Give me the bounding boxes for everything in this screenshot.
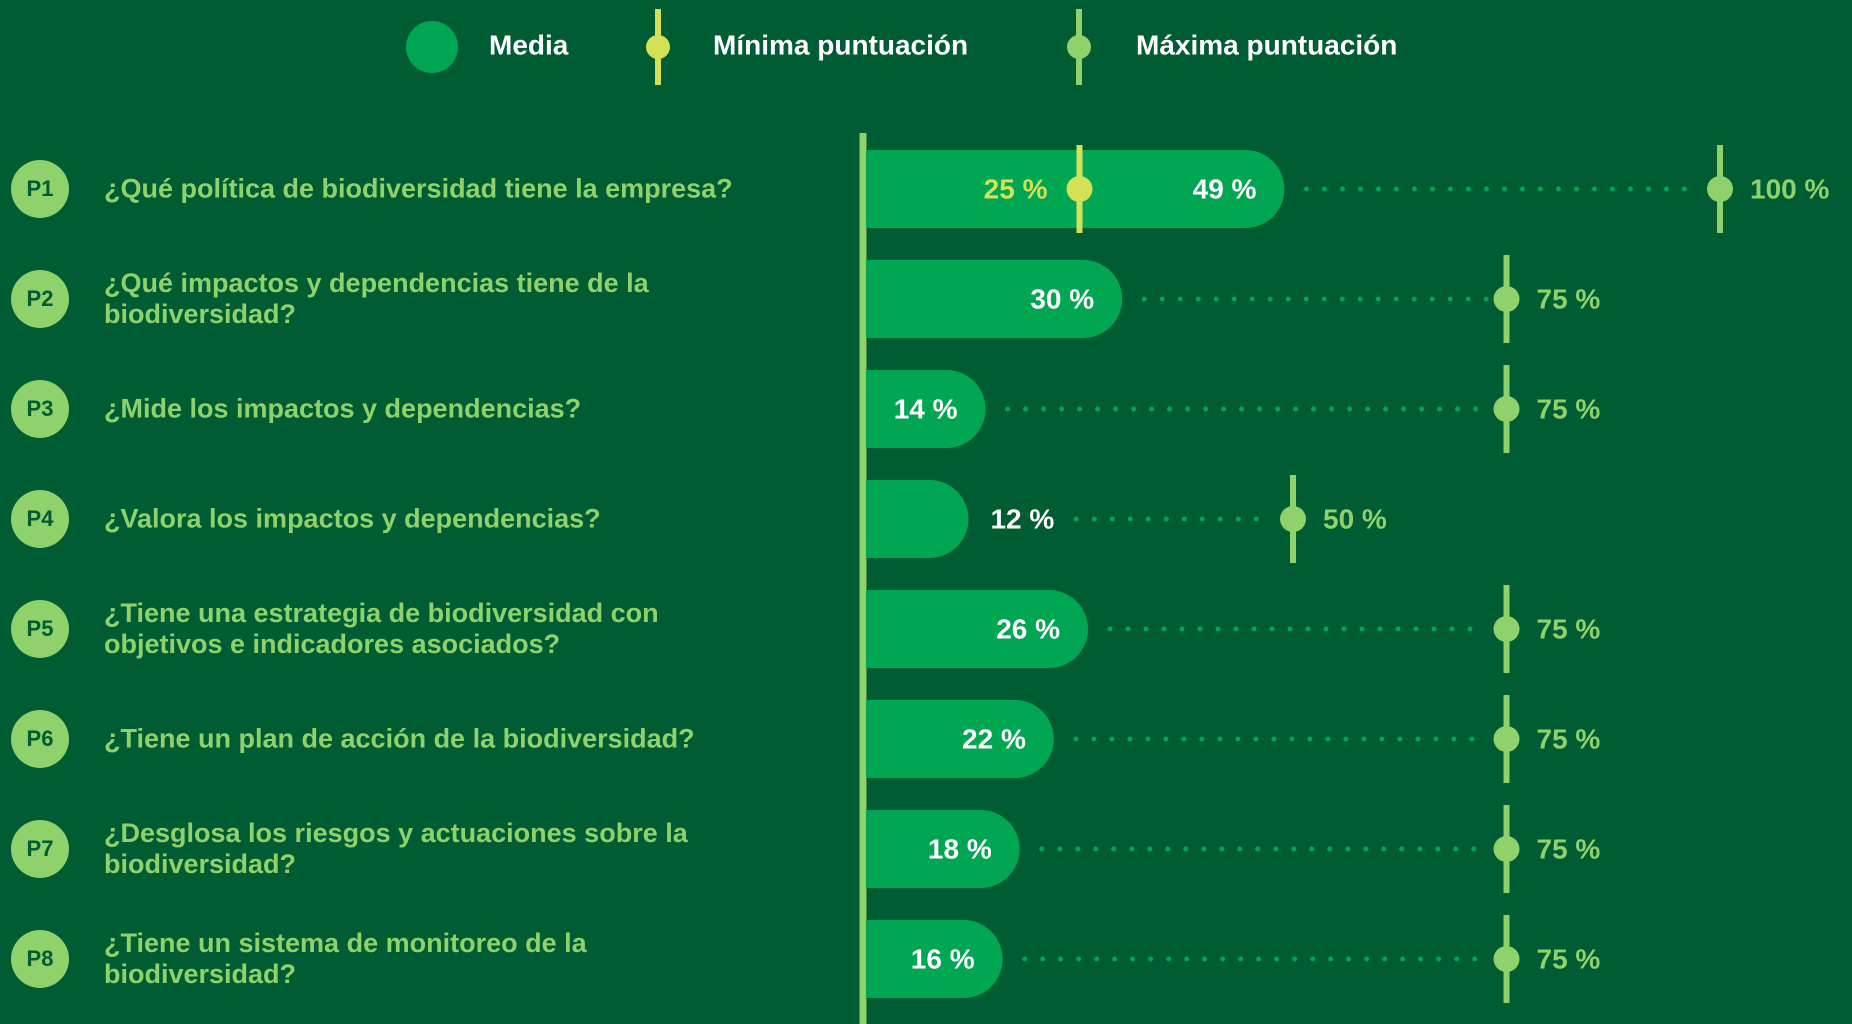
max-marker xyxy=(1493,726,1520,752)
row-badge xyxy=(11,820,69,878)
max-marker xyxy=(1493,286,1520,312)
max-marker xyxy=(1493,396,1520,422)
value-label: 16 % xyxy=(911,943,975,974)
max-label: 75 % xyxy=(1537,613,1601,644)
question: ¿Mide los impactos y dependencias? xyxy=(104,393,582,424)
bar xyxy=(866,260,1123,338)
legend-label: Mínima puntuación xyxy=(713,29,968,60)
value-label: 30 % xyxy=(1030,283,1094,314)
row-code: P6 xyxy=(27,726,54,751)
legend-label: Media xyxy=(489,29,569,60)
value-label: 14 % xyxy=(894,393,958,424)
row-code: P3 xyxy=(27,396,54,421)
value-label: 49 % xyxy=(1193,173,1257,204)
question: ¿Valora los impactos y dependencias? xyxy=(104,503,601,534)
question: ¿Tiene una estrategia de biodiversidad c… xyxy=(104,598,659,659)
row-code: P5 xyxy=(27,616,54,641)
question: ¿Tiene un plan de acción de la biodivers… xyxy=(104,723,695,754)
legend-swatch xyxy=(406,21,458,73)
value-label: 12 % xyxy=(990,503,1054,534)
max-label: 75 % xyxy=(1537,943,1601,974)
row-badge xyxy=(11,490,69,548)
min-label: 25 % xyxy=(984,173,1048,204)
max-marker xyxy=(1707,176,1733,202)
question: ¿Qué impactos y dependencias tiene de la… xyxy=(104,268,649,329)
question: ¿Desglosa los riesgos y actuaciones sobr… xyxy=(104,818,688,879)
max-label: 75 % xyxy=(1537,833,1601,864)
min-marker xyxy=(1066,176,1093,202)
value-label: 18 % xyxy=(928,833,992,864)
row-code: P1 xyxy=(27,176,54,201)
max-label: 50 % xyxy=(1323,503,1387,534)
row-badge xyxy=(11,160,69,218)
max-label: 75 % xyxy=(1537,723,1601,754)
row-badge xyxy=(11,600,69,658)
max-marker xyxy=(1493,616,1520,642)
row-code: P4 xyxy=(27,506,55,531)
question: ¿Tiene un sistema de monitoreo de la bio… xyxy=(104,928,587,989)
bar xyxy=(866,700,1054,778)
value-label: 22 % xyxy=(962,723,1026,754)
row-badge xyxy=(11,710,69,768)
bar xyxy=(866,810,1020,888)
max-marker xyxy=(1493,836,1520,862)
bar xyxy=(866,590,1089,668)
value-label: 26 % xyxy=(996,613,1060,644)
legend-swatch xyxy=(1067,35,1091,59)
max-marker xyxy=(1280,506,1306,532)
legend-swatch xyxy=(646,35,670,59)
max-label: 100 % xyxy=(1750,173,1829,204)
legend-label: Máxima puntuación xyxy=(1136,29,1397,60)
row-code: P2 xyxy=(27,286,54,311)
row-badge xyxy=(11,270,69,328)
row-badge xyxy=(11,930,69,988)
max-label: 75 % xyxy=(1537,283,1601,314)
max-marker xyxy=(1493,946,1520,972)
question: ¿Qué política de biodiversidad tiene la … xyxy=(104,173,733,204)
max-label: 75 % xyxy=(1537,393,1601,424)
bar xyxy=(866,480,969,558)
bar xyxy=(866,370,986,448)
bar xyxy=(866,920,1003,998)
row-code: P7 xyxy=(27,836,54,861)
row-code: P8 xyxy=(27,946,54,971)
row-badge xyxy=(11,380,69,438)
